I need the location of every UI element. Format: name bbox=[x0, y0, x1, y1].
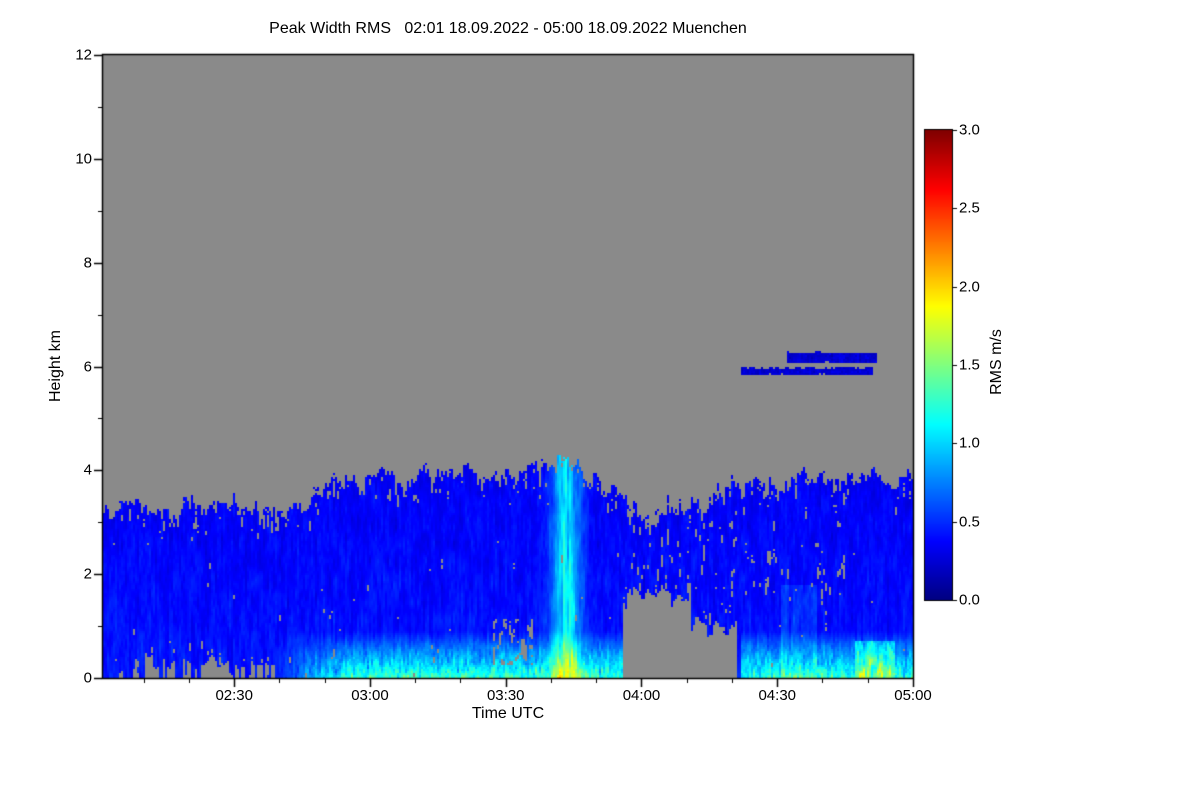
colorbar-tick-label: 2.0 bbox=[959, 278, 980, 296]
y-tick-label: 10 bbox=[75, 150, 92, 168]
colorbar-tick-label: 2.5 bbox=[959, 199, 980, 217]
chart-title: Peak Width RMS 02:01 18.09.2022 - 05:00 … bbox=[269, 20, 747, 37]
x-tick-label: 04:30 bbox=[758, 687, 797, 704]
colorbar-tick-label: 0.5 bbox=[959, 513, 980, 531]
y-tick-label: 8 bbox=[83, 254, 92, 272]
colorbar-label: RMS m/s bbox=[988, 329, 1005, 395]
colorbar-tick-label: 3.0 bbox=[959, 121, 980, 139]
y-tick-label: 12 bbox=[75, 46, 92, 64]
y-tick-label: 4 bbox=[83, 461, 92, 479]
x-axis-label: Time UTC bbox=[471, 705, 545, 722]
y-tick-label: 0 bbox=[83, 669, 92, 687]
x-tick-label: 05:00 bbox=[894, 687, 932, 704]
x-tick-label: 02:30 bbox=[215, 687, 253, 704]
y-tick-label: 2 bbox=[83, 565, 92, 583]
colorbar-tick-label: 1.5 bbox=[959, 356, 980, 374]
colorbar-tick-label: 0.0 bbox=[959, 591, 980, 609]
colorbar-tick-label: 1.0 bbox=[959, 434, 980, 452]
y-tick-label: 6 bbox=[83, 358, 92, 375]
x-tick-label: 03:00 bbox=[351, 687, 389, 704]
x-tick-label: 03:30 bbox=[486, 687, 525, 704]
x-tick-label: 04:00 bbox=[622, 687, 661, 704]
